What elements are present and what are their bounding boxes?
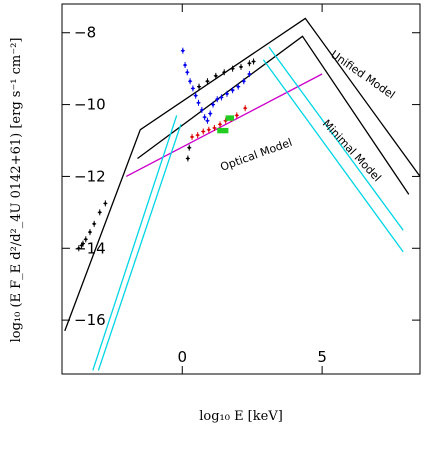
data-point [80, 240, 85, 247]
data-point [215, 96, 220, 103]
data-point [225, 90, 230, 97]
data-point [180, 47, 185, 54]
x-tick-label: 5 [317, 348, 327, 366]
x-tick-label: 0 [177, 348, 187, 366]
x-axis-label: log₁₀ E [keV] [199, 409, 283, 424]
data-point [199, 106, 204, 113]
data-point [211, 101, 216, 108]
data-point [247, 71, 252, 78]
data-point [230, 87, 235, 94]
data-point [236, 83, 241, 90]
data-point [205, 78, 210, 85]
data-point [183, 62, 188, 69]
data-point [87, 229, 92, 236]
data-point [239, 63, 243, 70]
data-point [185, 69, 190, 76]
data-point [212, 124, 217, 131]
series-line-1 [137, 35, 410, 195]
data-point [83, 236, 88, 243]
data-point [247, 60, 252, 67]
data-point [219, 94, 224, 101]
data-point [234, 112, 239, 119]
series-line-5 [268, 46, 404, 231]
series-layer [64, 17, 421, 371]
data-point [193, 92, 198, 99]
data-point [197, 83, 202, 90]
data-point [202, 114, 207, 121]
data-point [243, 105, 248, 112]
y-tick-label: −8 [74, 24, 96, 42]
data-point [222, 69, 227, 76]
data-point [188, 78, 193, 85]
data-point [196, 99, 201, 106]
series-line-4 [97, 124, 182, 371]
series-line-6 [262, 59, 404, 253]
data-point [185, 155, 190, 162]
markers-layer [217, 115, 235, 134]
data-point [241, 78, 246, 85]
data-point [187, 144, 192, 151]
data-point [76, 245, 81, 252]
model-label-optical: Optical Model [219, 136, 294, 174]
green-marker-1 [225, 115, 235, 121]
y-tick-label: −12 [74, 167, 106, 185]
data-point [251, 58, 256, 65]
data-point [230, 65, 235, 72]
data-point [190, 133, 195, 140]
data-point [205, 117, 210, 124]
y-tick-label: −16 [74, 311, 106, 329]
series-line-0 [64, 17, 421, 332]
data-point [201, 128, 206, 135]
data-point [195, 132, 200, 139]
data-point [103, 200, 108, 207]
y-axis-label: log₁₀ (E F_E d²/d²_4U 0142+61) [erg s⁻¹ … [9, 38, 24, 343]
data-point [92, 220, 97, 227]
model-label-unified: Unified Model [328, 48, 397, 102]
data-point [97, 209, 102, 216]
data-point [190, 85, 195, 92]
data-point [218, 121, 223, 128]
data-point [206, 126, 211, 133]
green-marker-0 [217, 127, 229, 134]
y-tick-label: −10 [74, 96, 106, 114]
axis-ticks: 0 5−8−10−12−14−16 [62, 4, 420, 374]
series-line-2 [125, 73, 323, 177]
data-point [213, 72, 218, 79]
plot-frame [61, 3, 421, 375]
data-point [208, 110, 213, 117]
series-line-3 [92, 115, 178, 371]
